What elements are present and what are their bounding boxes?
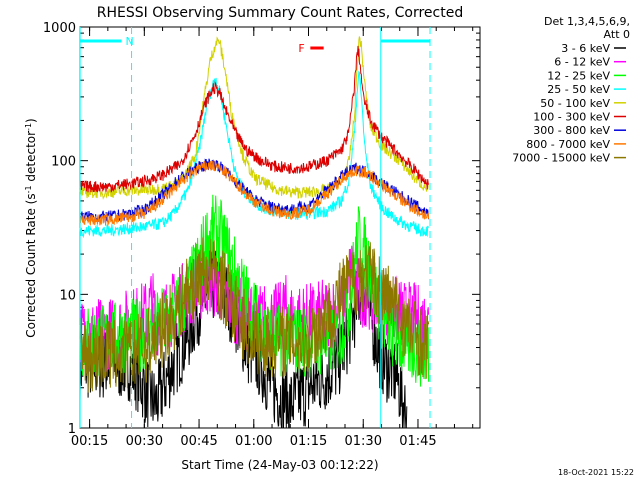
x-tick-label: 01:00 [235, 434, 272, 449]
x-tick-label: 01:45 [399, 434, 436, 449]
legend-label: 3 - 6 keV [561, 42, 610, 55]
y-tick-label: 1 [68, 422, 76, 437]
legend-label: 50 - 100 keV [540, 97, 610, 110]
y-tick-label: 10 [59, 288, 76, 303]
plot-area: 1000 100 10 100:15 00:30 00:45 01:00 01:15 01:30… [43, 21, 481, 449]
x-axis-label: Start Time (24-May-03 00:12:22) [181, 458, 378, 472]
y-axis-label-sup2: -1 [24, 123, 33, 131]
legend-label: 7000 - 15000 keV [512, 152, 610, 165]
legend-header: Att 0 [604, 28, 630, 41]
flare-label: F [298, 42, 304, 55]
series-line-50-100-kev [79, 36, 429, 200]
series-line-7000-15000-kev [79, 237, 430, 393]
y-tick-label: 100 [51, 155, 76, 170]
legend-label: 6 - 12 keV [554, 56, 610, 69]
legend-label: 100 - 300 keV [533, 111, 610, 124]
legend-label: 800 - 7000 keV [526, 138, 610, 151]
x-tick-label: 00:45 [180, 434, 217, 449]
y-axis-label-sup1: -1 [24, 185, 33, 193]
legend-label: 12 - 25 keV [547, 69, 610, 82]
legend-label: 300 - 800 keV [533, 124, 610, 137]
x-tick-label: 00:30 [126, 434, 163, 449]
x-tick-label: 00:15 [71, 434, 108, 449]
legend-label: 25 - 50 keV [547, 83, 610, 96]
chart-title: RHESSI Observing Summary Count Rates, Co… [97, 5, 463, 21]
y-axis-label-mid: detector [24, 131, 38, 186]
series-line-800-7000-kev [79, 160, 430, 227]
x-tick-label: 01:30 [345, 434, 382, 449]
night-label: N [126, 35, 134, 48]
series-line-100-300-kev [79, 45, 430, 193]
y-axis-label-main: Corrected Count Rate (s [24, 193, 38, 337]
y-axis-label: Corrected Count Rate (s-1 detector-1) [24, 118, 39, 337]
y-axis-label-end: ) [24, 118, 38, 123]
timestamp: 18-Oct-2021 15:22 [558, 468, 634, 477]
y-tick-label: 1000 [43, 21, 76, 36]
x-tick-label: 01:15 [290, 434, 327, 449]
legend-header: Det 1,3,4,5,6,9, [544, 15, 630, 28]
